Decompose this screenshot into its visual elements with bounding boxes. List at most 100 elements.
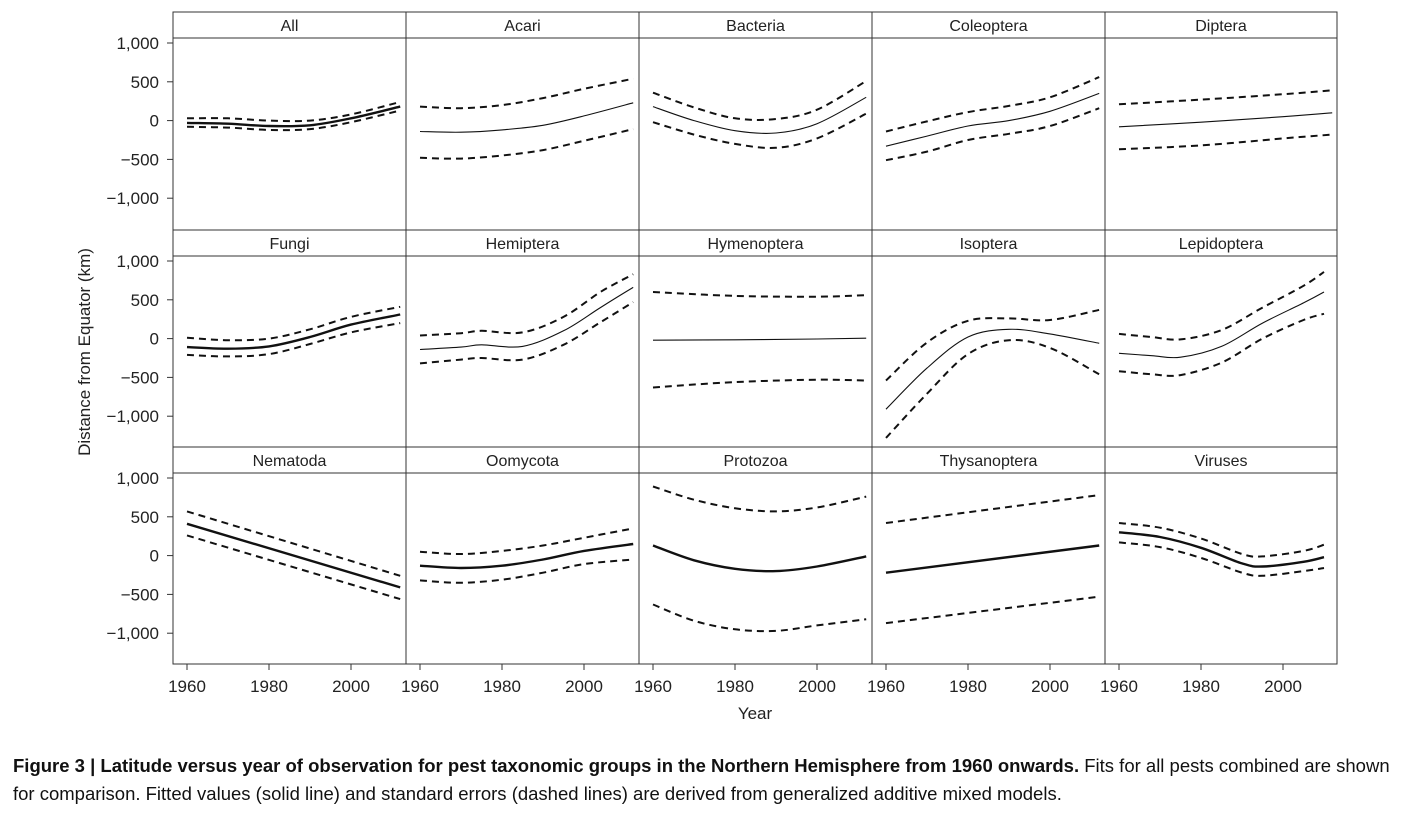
- x-tick-label: 2000: [1031, 677, 1069, 696]
- fitted-line: [419, 286, 634, 351]
- upper-se-line: [885, 308, 1100, 382]
- upper-se-line: [419, 77, 634, 110]
- panel-frame: [638, 446, 873, 665]
- panel-frame: [405, 446, 640, 665]
- fitted-line: [186, 105, 401, 128]
- panel-title: Acari: [504, 18, 540, 35]
- panel-title: Viruses: [1194, 453, 1247, 470]
- panel-lepidoptera: Lepidoptera: [1104, 229, 1338, 448]
- panel-title: Lepidoptera: [1179, 236, 1264, 253]
- panel-diptera: Diptera: [1104, 11, 1338, 231]
- x-tick-label: 1960: [634, 677, 672, 696]
- fitted-line: [1118, 112, 1333, 128]
- lower-se-line: [419, 128, 634, 160]
- x-tick-label: 1980: [716, 677, 754, 696]
- lower-se-line: [1118, 541, 1325, 577]
- panel-title: Protozoa: [723, 453, 787, 470]
- caption-text: Fits for all pests combined are shown fo…: [13, 755, 1390, 804]
- fitted-line: [885, 544, 1100, 574]
- lower-se-line: [652, 603, 867, 633]
- upper-se-line: [1118, 89, 1333, 106]
- panel-thysanoptera: Thysanoptera 1960 1980 2000: [867, 446, 1106, 696]
- upper-se-line: [419, 273, 634, 337]
- upper-se-line: [419, 527, 634, 556]
- y-tick-label: 500: [131, 291, 159, 310]
- lower-se-line: [885, 338, 1100, 439]
- fitted-line: [419, 542, 634, 570]
- fitted-line: [652, 96, 867, 134]
- y-tick-label: 1,000: [116, 252, 159, 271]
- panel-title: Oomycota: [486, 453, 559, 470]
- panel-oomycota: Oomycota 1960 1980 2000: [401, 446, 640, 696]
- x-tick-label: 2000: [1264, 677, 1302, 696]
- panel-title: Thysanoptera: [940, 453, 1038, 470]
- upper-se-line: [186, 305, 401, 342]
- fitted-line: [885, 328, 1100, 410]
- panel-title: Isoptera: [960, 236, 1018, 253]
- y-tick-label: −500: [121, 368, 159, 387]
- fitted-line: [1118, 531, 1325, 568]
- x-tick-label: 1960: [1100, 677, 1138, 696]
- figure-chart: All 1,000 500 0 −500 −1,000 Acari Bacteria Coleo…: [75, 11, 1338, 723]
- x-tick-label: 1980: [250, 677, 288, 696]
- lower-se-line: [885, 595, 1100, 625]
- x-tick-label: 2000: [332, 677, 370, 696]
- fitted-line: [186, 522, 401, 589]
- lower-se-line: [186, 109, 401, 132]
- panel-acari: Acari: [405, 11, 640, 231]
- x-tick-label: 2000: [798, 677, 836, 696]
- x-tick-label: 1980: [949, 677, 987, 696]
- upper-se-line: [186, 101, 401, 123]
- panel-frame: [172, 229, 407, 448]
- fitted-line: [186, 313, 401, 350]
- panel-title: Diptera: [1195, 18, 1247, 35]
- fitted-line: [1118, 291, 1325, 359]
- lower-se-line: [419, 301, 634, 365]
- panel-frame: [405, 229, 640, 448]
- panel-title: Hymenoptera: [707, 236, 803, 253]
- y-tick-label: −500: [121, 585, 159, 604]
- caption-bold: Figure 3 | Latitude versus year of obser…: [13, 755, 1080, 776]
- lower-se-line: [1118, 133, 1333, 151]
- panel-isoptera: Isoptera: [871, 229, 1106, 448]
- figure-caption: Figure 3 | Latitude versus year of obser…: [13, 752, 1403, 808]
- panel-title: Fungi: [269, 236, 309, 253]
- x-tick-label: 1980: [483, 677, 521, 696]
- y-tick-label: 0: [150, 330, 159, 349]
- fitted-line: [419, 102, 634, 133]
- panel-frame: [1104, 229, 1338, 448]
- panel-frame: [871, 11, 1106, 231]
- panel-protozoa: Protozoa 1960 1980 2000: [634, 446, 873, 696]
- panel-coleoptera: Coleoptera: [871, 11, 1106, 231]
- panel-title: Hemiptera: [486, 236, 560, 253]
- x-axis-label: Year: [738, 704, 773, 723]
- lower-se-line: [885, 107, 1100, 162]
- panel-hymenoptera: Hymenoptera: [638, 229, 873, 448]
- lower-se-line: [186, 534, 401, 601]
- lower-se-line: [652, 112, 867, 149]
- x-tick-label: 1980: [1182, 677, 1220, 696]
- upper-se-line: [652, 80, 867, 121]
- y-tick-label: 0: [150, 547, 159, 566]
- upper-se-line: [652, 485, 867, 513]
- panel-frame: [871, 446, 1106, 665]
- y-tick-label: 0: [150, 112, 159, 131]
- x-tick-label: 2000: [565, 677, 603, 696]
- upper-se-line: [885, 494, 1100, 524]
- upper-se-line: [186, 510, 401, 577]
- y-tick-label: 500: [131, 508, 159, 527]
- y-tick-label: −1,000: [107, 189, 159, 208]
- y-axis-label: Distance from Equator (km): [75, 248, 94, 456]
- panel-nematoda: Nematoda 1,000 500 0 −500 −1,000 1960 1980 2000: [107, 446, 407, 696]
- y-tick-label: −1,000: [107, 624, 159, 643]
- y-tick-label: 1,000: [116, 469, 159, 488]
- panel-frame: [871, 229, 1106, 448]
- panel-title: Bacteria: [726, 18, 785, 35]
- panel-title: Coleoptera: [949, 18, 1027, 35]
- panel-hemiptera: Hemiptera: [405, 229, 640, 448]
- panel-frame: [1104, 446, 1338, 665]
- lower-se-line: [419, 558, 634, 584]
- upper-se-line: [885, 76, 1100, 133]
- panel-title: Nematoda: [253, 453, 327, 470]
- panel-frame: [638, 11, 873, 231]
